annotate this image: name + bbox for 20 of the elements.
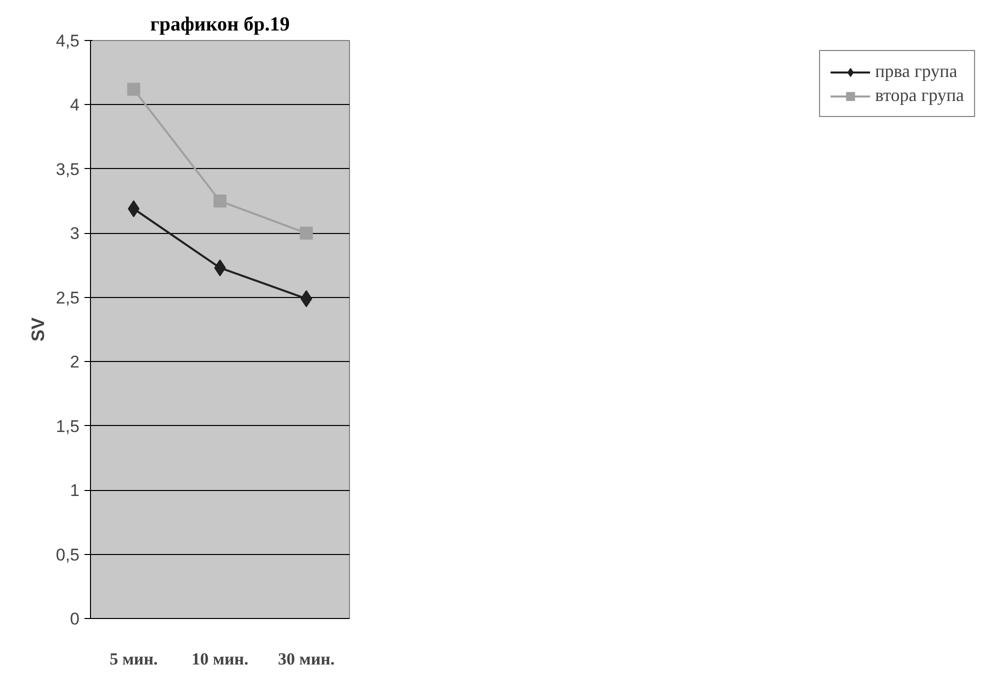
y-tick-label: 0,5 [56,545,80,564]
point [214,194,226,208]
chart-title: графикон бр.19 [150,14,290,36]
y-tick-label: 4 [70,96,80,115]
y-tick-label: 4,5 [56,32,80,50]
point [300,226,313,240]
legend-label: прва група [875,61,958,82]
x-tick-label: 10 мин. [192,650,248,668]
y-tick-label: 2,5 [56,288,80,308]
point [127,82,140,96]
y-tick-label: 2 [70,352,80,372]
legend-label: втора група [875,85,964,106]
y-tick-label: 0 [70,610,80,628]
x-tick-label: 5 мин. [110,650,158,668]
y-tick-label: 1,5 [56,416,80,436]
x-tick-label: 30 мин. [278,650,335,668]
y-tick-label: 1 [70,481,80,500]
y-tick-label: 3 [70,224,80,244]
y-axis-title: SV [28,317,48,342]
y-tick-label: 3,5 [56,160,80,179]
